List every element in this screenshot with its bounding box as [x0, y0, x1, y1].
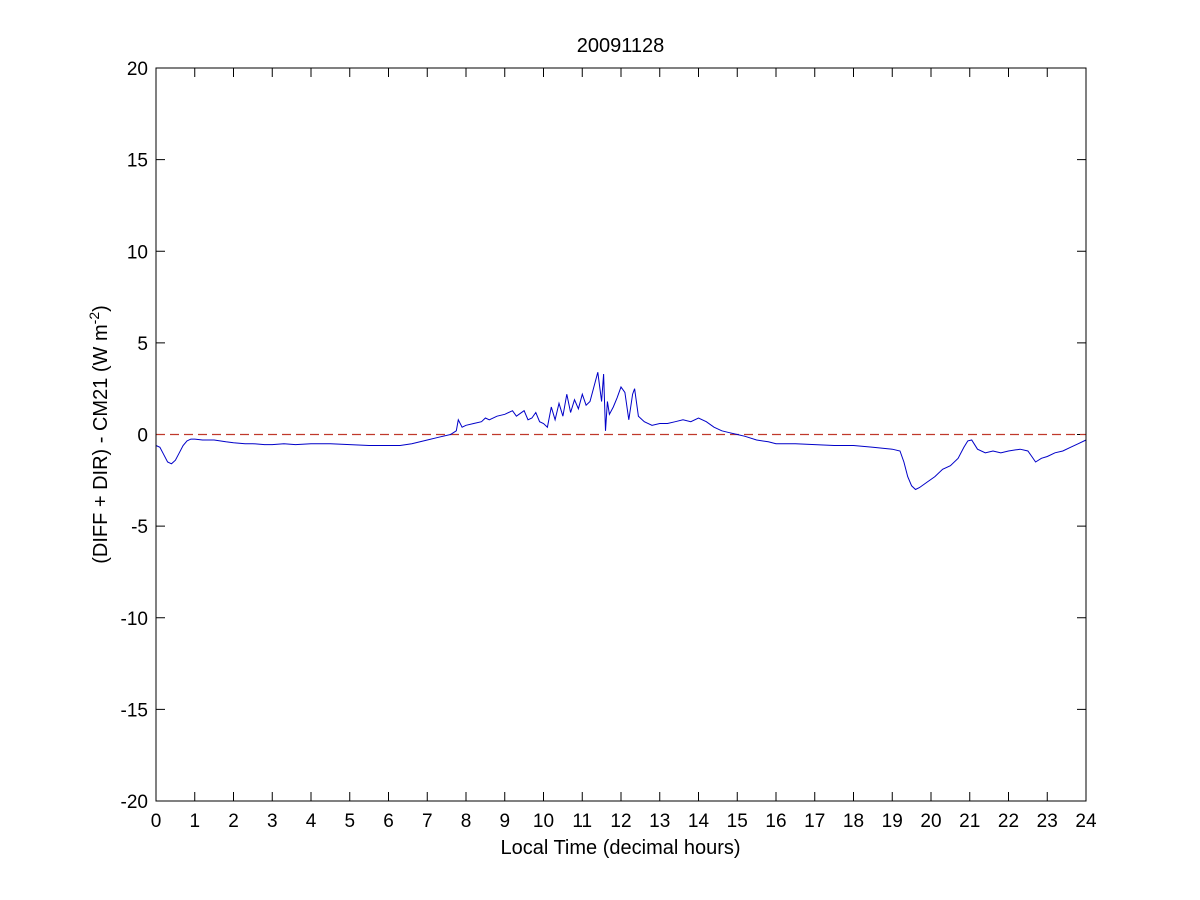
x-tick-label: 14: [688, 811, 710, 832]
y-tick-label: 5: [137, 334, 148, 355]
x-tick-label: 16: [765, 811, 786, 832]
x-tick-label: 21: [959, 811, 980, 832]
axes-box: [155, 67, 1087, 802]
x-tick-label: 6: [383, 811, 394, 832]
y-tick-label: 10: [127, 242, 148, 263]
y-axis-label-close: ): [90, 305, 112, 312]
x-tick-label: 15: [727, 811, 748, 832]
x-tick-label: 11: [572, 811, 592, 832]
x-tick-label: 3: [267, 811, 278, 832]
x-tick-label: 24: [1075, 811, 1097, 832]
x-tick-label: 19: [882, 811, 903, 832]
y-axis-label-main: (DIFF + DIR) - CM21 (W m: [90, 324, 112, 563]
x-tick-label: 8: [461, 811, 472, 832]
y-tick-label: 15: [127, 151, 148, 172]
y-tick-label: 0: [137, 426, 148, 447]
y-tick-label: -20: [121, 792, 148, 813]
x-tick-label: 22: [998, 811, 1019, 832]
series-line: [155, 372, 1087, 491]
axis-tick-labels: 0 1 2 3 4 5 6 7 8 9 10 11 12 13 14 15 16 17 18 19 20 21 22 23 24…: [121, 59, 1097, 832]
x-tick-label: 12: [610, 811, 631, 832]
x-tick-label: 18: [843, 811, 864, 832]
x-tick-label: 7: [422, 811, 433, 832]
x-axis-label: Local Time (decimal hours): [500, 837, 740, 859]
chart-title: 20091128: [577, 35, 665, 57]
y-tick-label: 20: [127, 59, 148, 80]
y-tick-label: -5: [131, 517, 148, 538]
x-tick-label: 5: [344, 811, 355, 832]
x-tick-label: 20: [920, 811, 941, 832]
x-tick-label: 1: [189, 811, 200, 832]
x-tick-label: 23: [1037, 811, 1058, 832]
x-tick-label: 17: [804, 811, 825, 832]
x-tick-label: 13: [649, 811, 670, 832]
x-tick-label: 4: [306, 811, 317, 832]
x-tick-label: 0: [151, 811, 162, 832]
axis-ticks: [155, 67, 1087, 802]
y-tick-label: -10: [121, 609, 148, 630]
x-tick-label: 9: [499, 811, 510, 832]
y-tick-label: -15: [121, 700, 148, 721]
x-tick-label: 2: [228, 811, 239, 832]
y-axis-label: (DIFF + DIR) - CM21 (W m-2): [86, 305, 112, 564]
y-axis-label-superscript: -2: [86, 312, 102, 325]
x-tick-label: 10: [533, 811, 554, 832]
